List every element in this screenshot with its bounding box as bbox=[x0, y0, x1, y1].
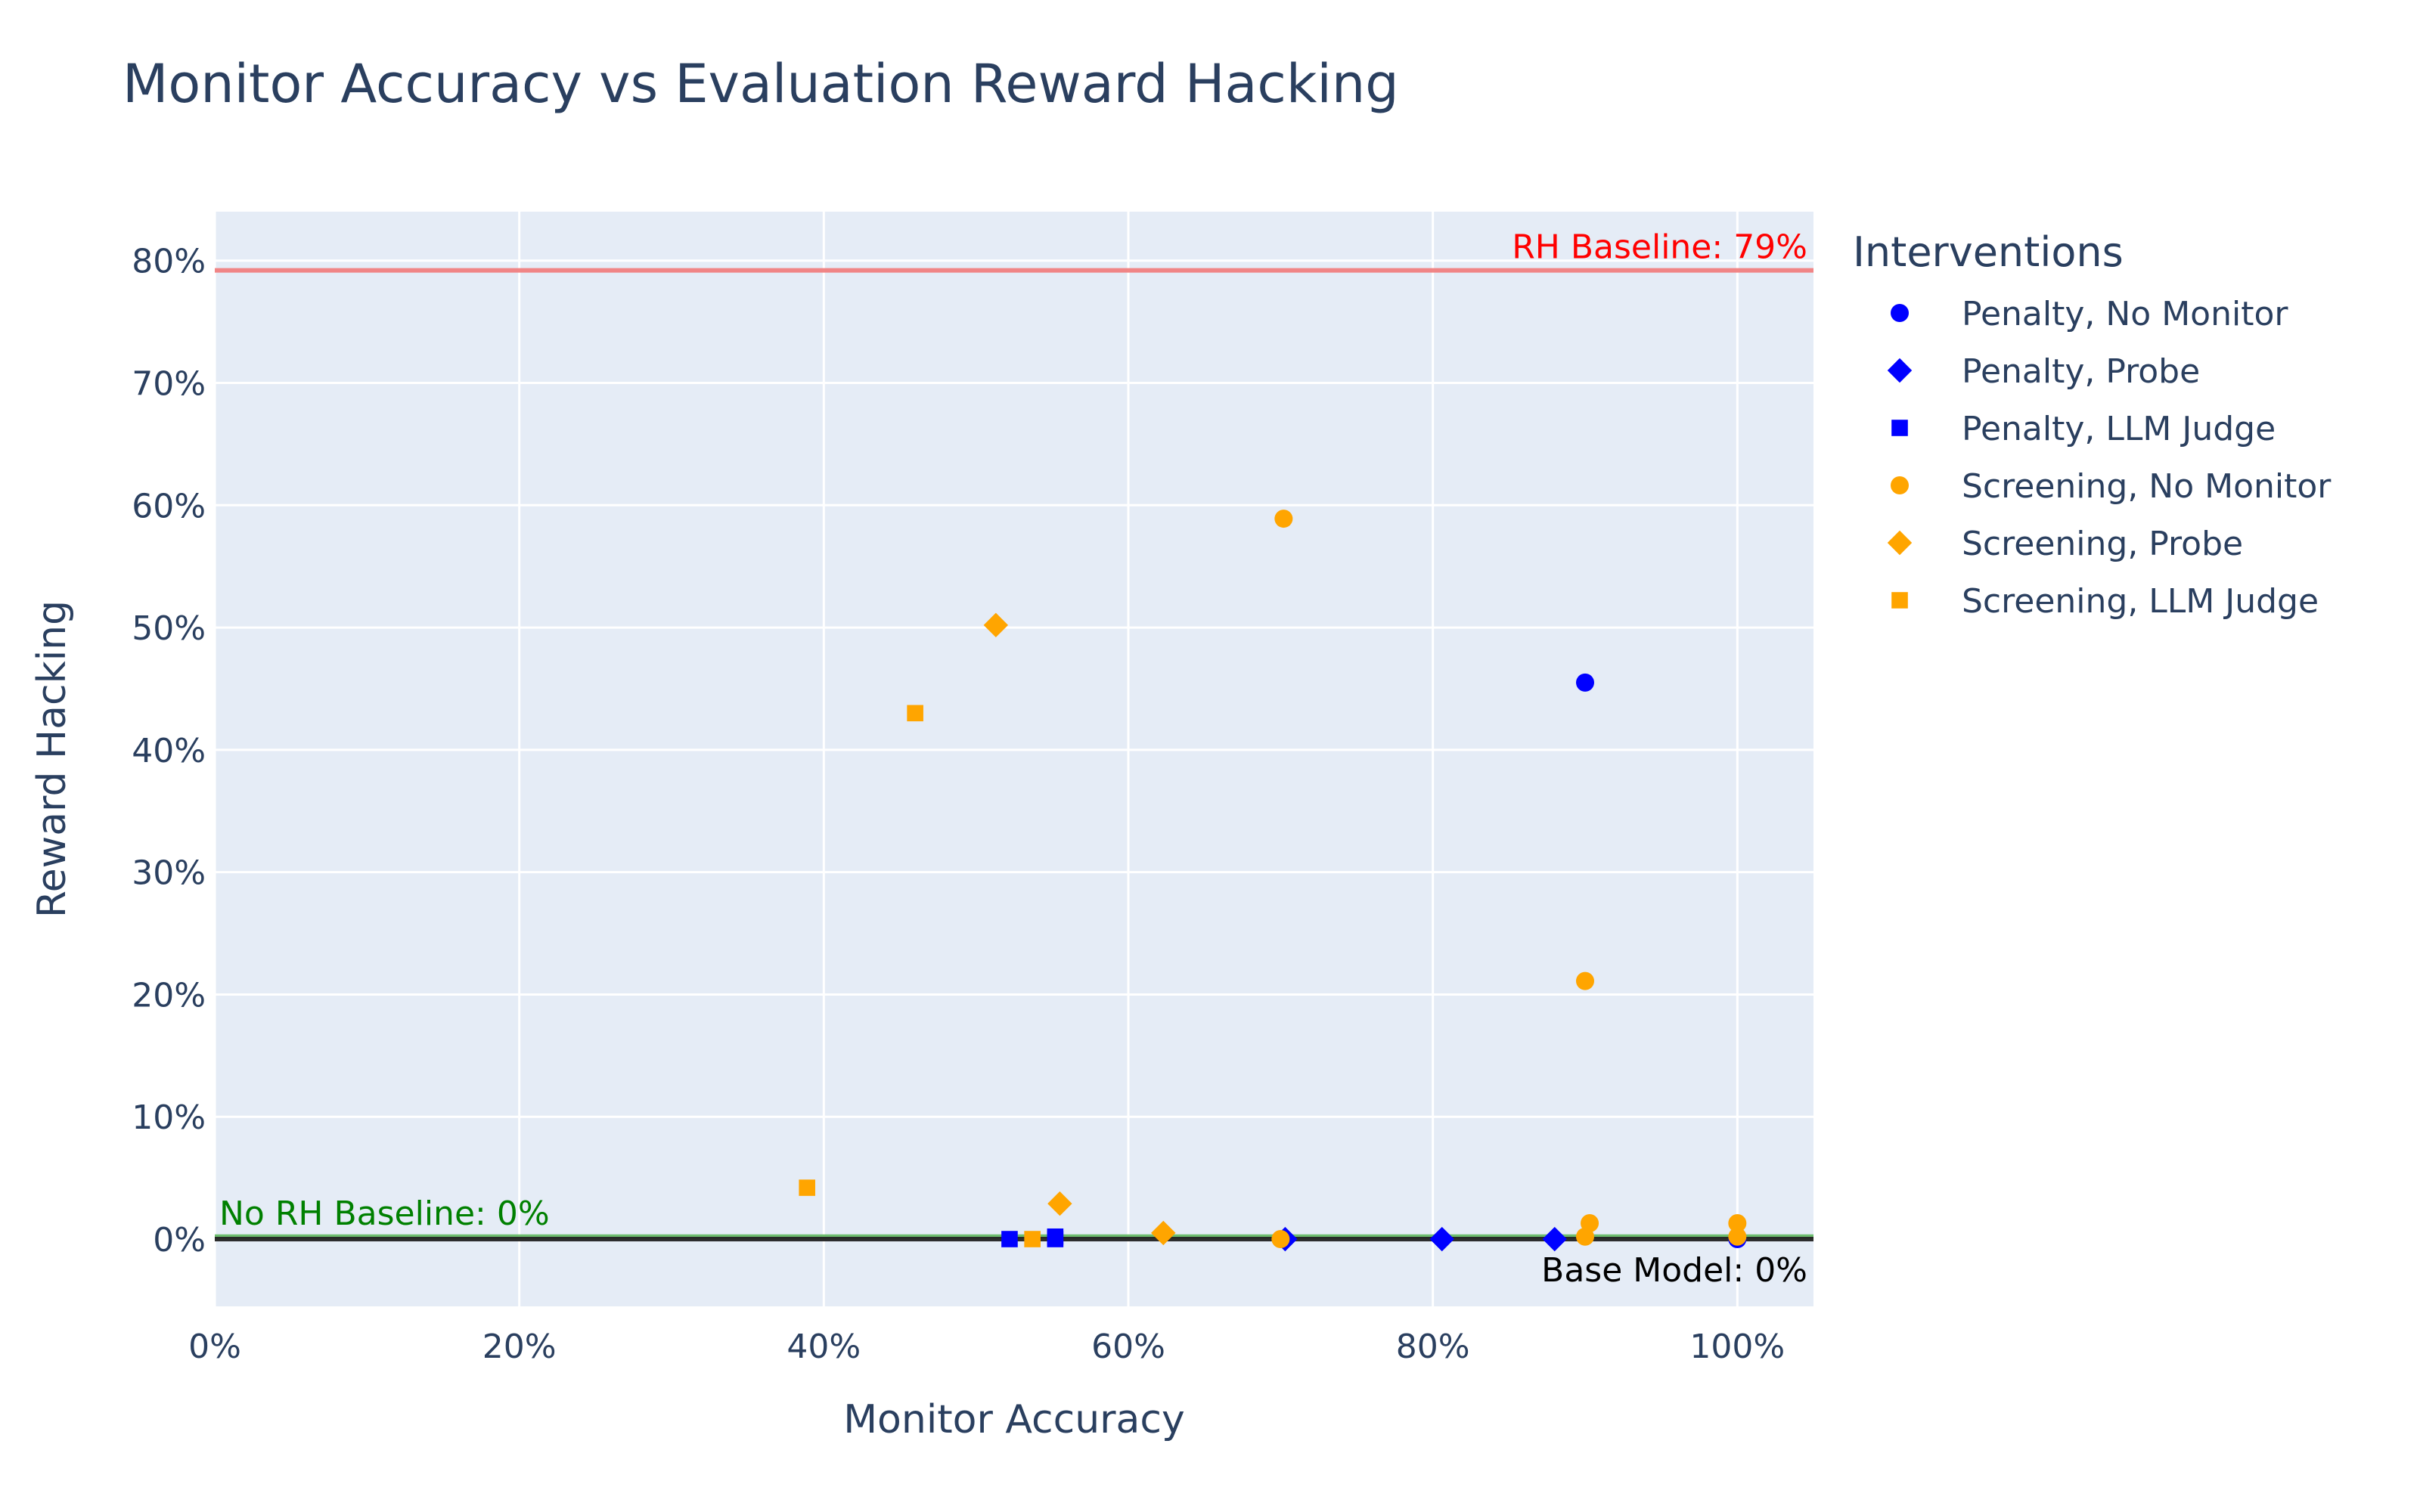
legend-marker bbox=[1891, 592, 1908, 609]
x-tick-label: 40% bbox=[786, 1328, 861, 1366]
x-axis-title: Monitor Accuracy bbox=[843, 1397, 1185, 1442]
data-point bbox=[983, 612, 1009, 638]
legend-marker bbox=[1891, 476, 1909, 494]
legend-label: Penalty, No Monitor bbox=[1962, 295, 2288, 333]
grid-lines bbox=[213, 212, 1813, 1306]
legend-title: Interventions bbox=[1853, 228, 2124, 276]
x-tick-label: 60% bbox=[1091, 1328, 1165, 1366]
y-tick-label: 10% bbox=[132, 1098, 206, 1137]
y-tick-label: 40% bbox=[132, 732, 206, 770]
legend-label: Screening, Probe bbox=[1962, 525, 2243, 563]
x-tick-label: 0% bbox=[188, 1328, 241, 1366]
legend-marker bbox=[1891, 420, 1908, 436]
legend-label: Penalty, LLM Judge bbox=[1962, 410, 2276, 448]
data-point bbox=[1047, 1228, 1064, 1245]
data-point bbox=[1728, 1227, 1747, 1246]
y-tick-label: 70% bbox=[132, 365, 206, 404]
chart-title: Monitor Accuracy vs Evaluation Reward Ha… bbox=[123, 53, 1399, 115]
y-tick-label: 20% bbox=[132, 976, 206, 1015]
y-tick-label: 80% bbox=[132, 243, 206, 281]
legend-label: Screening, LLM Judge bbox=[1962, 582, 2319, 621]
y-tick-label: 50% bbox=[132, 609, 206, 648]
data-point bbox=[907, 705, 923, 722]
data-point bbox=[1271, 1230, 1290, 1249]
tick-labels: 0% 20% 40% 60% 80% 100% 0% 10% 20% 30% 40% 50% 60% 70… bbox=[132, 243, 1785, 1366]
plot-area bbox=[215, 212, 1813, 1306]
y-tick-label: 0% bbox=[153, 1221, 206, 1259]
legend-label: Screening, No Monitor bbox=[1962, 467, 2332, 506]
data-point bbox=[1429, 1226, 1454, 1252]
reference-line-label: RH Baseline: 79% bbox=[1512, 228, 1807, 267]
legend: Interventions Penalty, No Monitor Penalty… bbox=[1853, 228, 2332, 621]
legend-marker bbox=[1887, 530, 1913, 556]
x-tick-label: 100% bbox=[1689, 1328, 1785, 1366]
reference-line-label: No RH Baseline: 0% bbox=[219, 1194, 550, 1233]
data-point bbox=[1001, 1231, 1018, 1247]
x-tick-label: 80% bbox=[1396, 1328, 1470, 1366]
data-point bbox=[1581, 1213, 1599, 1232]
reference-line-label: Base Model: 0% bbox=[1541, 1251, 1807, 1290]
y-tick-label: 30% bbox=[132, 854, 206, 893]
y-tick-label: 60% bbox=[132, 487, 206, 525]
data-point bbox=[799, 1179, 815, 1196]
legend-marker bbox=[1891, 304, 1909, 322]
x-tick-label: 20% bbox=[482, 1328, 557, 1366]
y-axis-title: Reward Hacking bbox=[29, 600, 75, 918]
data-point bbox=[1024, 1231, 1041, 1247]
legend-label: Penalty, Probe bbox=[1962, 352, 2200, 391]
data-point bbox=[1576, 673, 1594, 692]
data-point bbox=[1542, 1226, 1567, 1252]
data-point bbox=[1151, 1220, 1176, 1246]
data-point bbox=[1576, 971, 1594, 990]
data-point bbox=[1274, 510, 1293, 528]
data-point bbox=[1047, 1191, 1072, 1216]
legend-marker bbox=[1887, 358, 1913, 383]
data-markers bbox=[799, 510, 1747, 1252]
data-point bbox=[1728, 1213, 1747, 1232]
